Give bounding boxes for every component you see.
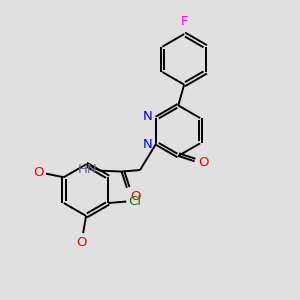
Text: HN: HN bbox=[78, 163, 98, 176]
Text: O: O bbox=[198, 156, 209, 169]
Text: N: N bbox=[143, 138, 153, 151]
Text: O: O bbox=[33, 166, 44, 179]
Text: O: O bbox=[130, 190, 140, 203]
Text: Cl: Cl bbox=[129, 195, 142, 208]
Text: F: F bbox=[180, 14, 188, 28]
Text: N: N bbox=[143, 110, 153, 123]
Text: O: O bbox=[76, 236, 87, 249]
